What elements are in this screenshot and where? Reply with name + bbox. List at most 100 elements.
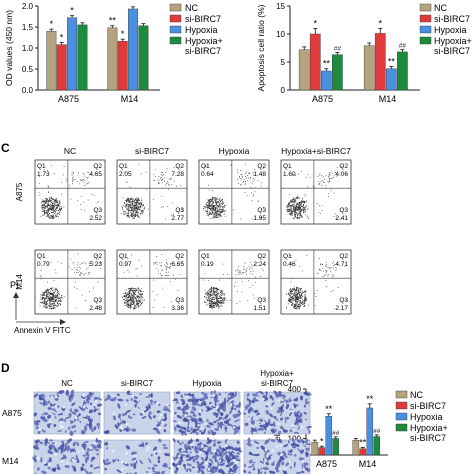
significance-mark: * — [50, 19, 54, 29]
bar-A875-si-BIRC7 — [56, 44, 67, 91]
flow-column-header: Hypoxia+si-BIRC7 — [281, 146, 351, 156]
transwell-column-header-line2: si-BIRC7 — [261, 379, 294, 388]
quadrant-value-q3: 2.48 — [89, 305, 102, 312]
bar-A875-Hypoxia+si-BIRC7 — [332, 54, 343, 91]
quadrant-label-q1: Q1 — [283, 253, 292, 260]
quadrant-value-q2: 7.28 — [171, 171, 184, 178]
bar-A875-NC — [46, 31, 57, 91]
quadrant-label-q2: Q2 — [93, 253, 102, 260]
scatter-dots — [39, 253, 102, 310]
legend-swatch-nc — [419, 3, 432, 12]
significance-mark: * — [60, 33, 64, 43]
quadrant-label-q2: Q2 — [175, 163, 184, 170]
legend-swatch-nc — [395, 390, 408, 399]
y-tick-label: 10 — [276, 30, 285, 39]
legend-label-hypoxia-plus: Hypoxia+ — [434, 36, 472, 46]
legend-swatch-hypoxia — [169, 25, 182, 34]
bar-A875-Hypoxia — [321, 70, 332, 91]
legend-swatch-si-birc7 — [169, 14, 182, 23]
legend-label-hypoxia-plus-si: si-BIRC7 — [410, 433, 446, 443]
quadrant-label-q2: Q2 — [93, 163, 102, 170]
quadrant-label-q1: Q1 — [283, 163, 292, 170]
bar-M14-si-BIRC7 — [374, 33, 386, 91]
quadrant-label-q3: Q3 — [257, 207, 266, 214]
quadrant-value-q1: 0.64 — [201, 171, 214, 178]
legend-swatch-hypoxia — [395, 412, 408, 421]
transwell-micrograph — [171, 437, 242, 474]
legend-swatch-si-birc7 — [395, 401, 408, 410]
significance-mark: ** — [388, 56, 396, 66]
transwell-micrograph — [243, 437, 312, 474]
transwell-column-header-line1: Hypoxia+ — [260, 369, 294, 378]
quadrant-label-q3: Q3 — [175, 297, 184, 304]
quadrant-value-q1: 1.60 — [283, 171, 296, 178]
quadrant-value-q1: 0.46 — [283, 261, 296, 268]
significance-mark: * — [70, 6, 74, 16]
transwell-micrograph — [103, 390, 171, 435]
y-tick-label: 400 — [288, 385, 302, 394]
transwell-micrograph — [33, 389, 103, 436]
panel-label-c: C — [1, 141, 10, 155]
quadrant-value-q3: 1.51 — [253, 305, 266, 312]
legend-label-hypoxia: Hypoxia — [434, 25, 467, 35]
bar-M14-Hypoxia+si-BIRC7 — [138, 25, 149, 91]
flow-row-label: M14 — [15, 274, 24, 290]
bar-M14-NC — [107, 27, 118, 91]
flow-row-label: A875 — [15, 182, 24, 201]
quadrant-label-q2: Q2 — [175, 253, 184, 260]
bar-M14-Hypoxia+si-BIRC7 — [397, 51, 408, 91]
quadrant-value-q3: 2.41 — [335, 215, 348, 222]
significance-mark: ## — [399, 43, 407, 50]
quadrant-value-q2: 1.48 — [253, 171, 266, 178]
bar-M14-Hypoxia — [386, 68, 397, 91]
legend-od: NC si-BIRC7 Hypoxia Hypoxia+ si-BIRC7 — [169, 3, 223, 56]
quadrant-label-q2: Q2 — [257, 163, 266, 170]
legend-label-hypoxia-plus-si: si-BIRC7 — [434, 46, 470, 56]
legend-label-nc: NC — [185, 3, 198, 13]
x-tick-label: A875 — [312, 94, 333, 104]
quadrant-label-q3: Q3 — [93, 207, 102, 214]
bar-A875-si-BIRC7 — [309, 33, 321, 91]
quadrant-value-q2: 5.23 — [89, 261, 102, 268]
x-tick-label: M14 — [379, 94, 397, 104]
pi-axis-label: PI — [10, 280, 19, 290]
quadrant-value-q3: 2.17 — [335, 305, 348, 312]
quadrant-label-q1: Q1 — [119, 253, 128, 260]
flow-cytometry-grid: NC si-BIRC7 Hypoxia Hypoxia+si-BIRC7A875Q11… — [10, 146, 352, 335]
transwell-micrograph — [243, 390, 313, 435]
scatter-dots — [38, 165, 100, 220]
legend-label-nc: NC — [434, 3, 447, 13]
legend-label-hypoxia: Hypoxia — [410, 412, 443, 422]
scatter-dots — [121, 253, 183, 310]
x-tick-label: M14 — [121, 94, 139, 104]
flow-column-header: si-BIRC7 — [135, 146, 169, 156]
bar-A875-NC — [311, 441, 319, 456]
significance-mark: * — [314, 18, 318, 28]
legend-swatch-hypoxia-si — [395, 423, 408, 432]
y-tick-label: 1.5 — [22, 23, 34, 32]
bar-M14-si-BIRC7 — [359, 448, 367, 456]
quadrant-value-q1: 0.79 — [37, 261, 50, 268]
quadrant-value-q3: 2.77 — [171, 215, 184, 222]
legend-label-hypoxia-plus-si: si-BIRC7 — [185, 46, 221, 56]
significance-mark: ** — [359, 437, 367, 447]
scatter-dots — [121, 163, 183, 220]
legend-swatch-hypoxia — [419, 25, 432, 34]
legend-label-hypoxia-plus: Hypoxia+ — [185, 36, 223, 46]
legend-swatch-nc — [169, 3, 182, 12]
bar-M14-NC — [363, 45, 375, 91]
quadrant-value-q3: 3.36 — [171, 305, 184, 312]
legend-cell-numbers: NC si-BIRC7 Hypoxia Hypoxia+ si-BIRC7 — [395, 390, 448, 443]
bar-M14-NC — [352, 439, 360, 456]
quadrant-value-q2: 4.71 — [335, 261, 348, 268]
quadrant-label-q3: Q3 — [257, 297, 266, 304]
significance-mark: ## — [334, 45, 342, 52]
x-tick-label: A875 — [316, 459, 337, 469]
y-tick-label: 2.0 — [22, 2, 34, 11]
transwell-micrograph — [32, 437, 102, 474]
legend-label-si-birc7: si-BIRC7 — [434, 14, 470, 24]
quadrant-label-q1: Q1 — [37, 253, 46, 260]
quadrant-value-q2: 4.65 — [89, 171, 102, 178]
